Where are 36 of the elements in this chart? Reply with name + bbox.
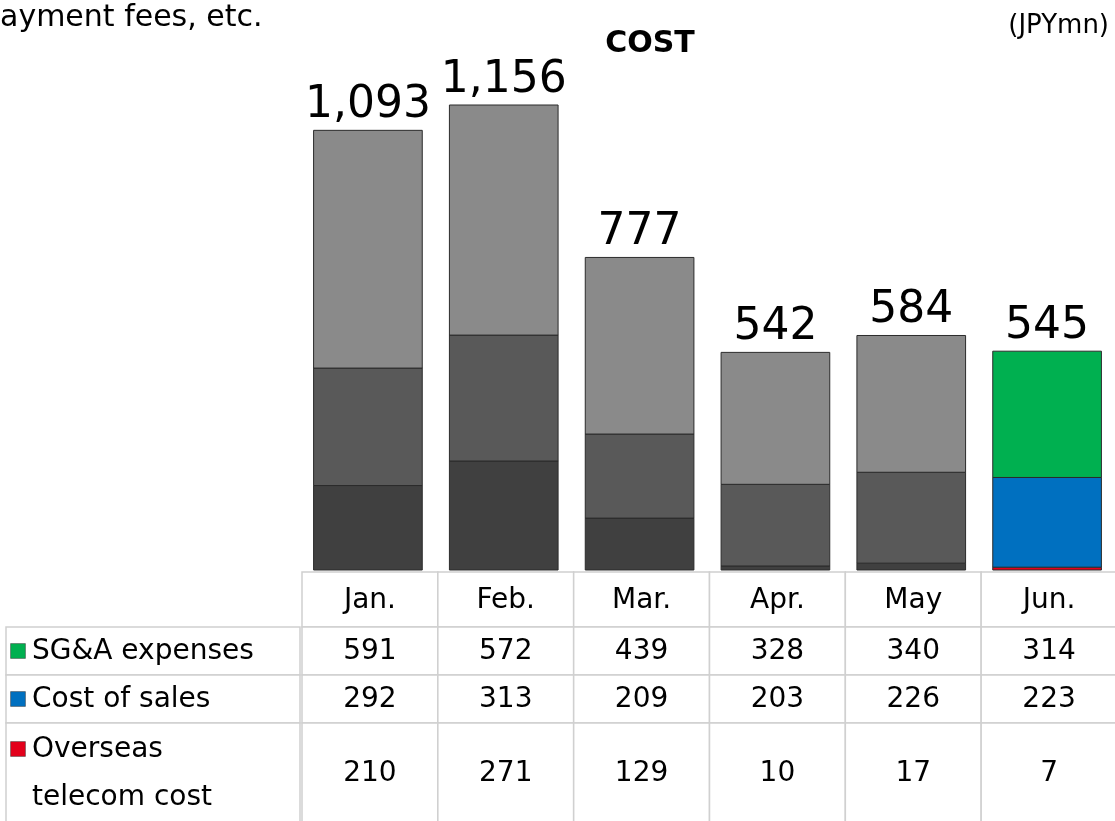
x-tick-label: Jun. [1020, 581, 1076, 615]
data-label: 313 [479, 681, 533, 714]
legend-label: Overseas telecom cost [32, 731, 213, 812]
x-tick-label: May [884, 581, 943, 615]
data-label: 271 [479, 755, 533, 788]
data-label: 328 [750, 633, 805, 666]
legend-label: SG&A expenses [32, 633, 254, 666]
total-label: 777 [597, 203, 682, 255]
data-label: 572 [479, 633, 533, 666]
data-label: 591 [343, 633, 397, 666]
x-tick-label: Apr. [750, 581, 805, 615]
data-label: 7 [1040, 755, 1058, 788]
data-label: 209 [614, 681, 669, 714]
data-label: 226 [886, 681, 940, 714]
data-label: 129 [614, 755, 669, 788]
data-label: 314 [1022, 633, 1076, 666]
data-label: 340 [886, 633, 940, 666]
x-tick-label: Feb. [476, 581, 535, 615]
total-label: 542 [733, 298, 818, 350]
x-tick-label: Mar. [612, 581, 672, 615]
total-label: 584 [869, 281, 954, 333]
data-label: 439 [614, 633, 669, 666]
total-label: 1,156 [440, 51, 567, 102]
data-label: 203 [750, 681, 805, 714]
data-label: 210 [343, 755, 397, 788]
text: (JPYmn) [1008, 9, 1109, 39]
legend-label: Cost of sales [32, 681, 211, 714]
data-label: 10 [759, 755, 796, 788]
total-label: 545 [1005, 297, 1090, 349]
text: ayment fees, etc. [0, 0, 263, 33]
x-tick-label: Jan. [341, 581, 396, 615]
total-label: 1,093 [304, 76, 431, 128]
data-label: 223 [1022, 681, 1076, 714]
data-label: 292 [343, 681, 397, 714]
data-label: 17 [895, 755, 932, 788]
chart-title: COST [605, 24, 696, 59]
